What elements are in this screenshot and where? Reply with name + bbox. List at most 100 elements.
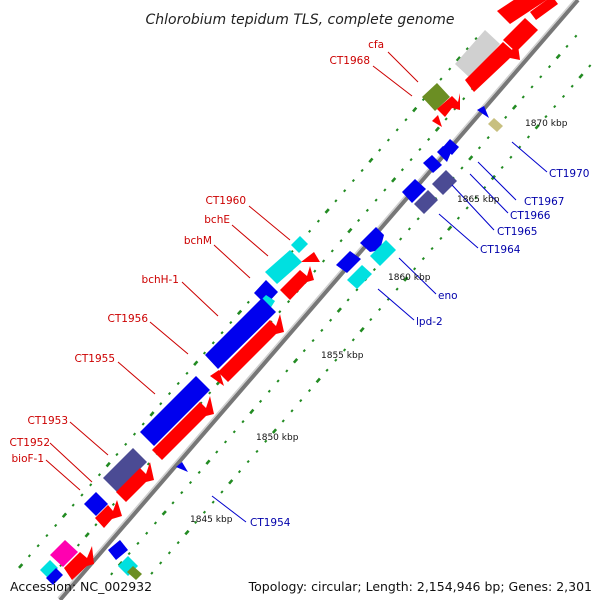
leader-bche — [231, 224, 269, 257]
leader-bchm — [213, 244, 251, 279]
gene-arrow-small[interactable] — [210, 370, 224, 386]
tick-mark — [161, 510, 167, 516]
leader-ct1966 — [469, 173, 509, 214]
gene-label-ct1964[interactable]: CT1964 — [480, 244, 521, 256]
gene-label-bchm[interactable]: bchM — [184, 235, 212, 247]
gene-block-ct1965[interactable] — [432, 170, 457, 195]
gene-block-cyan[interactable] — [370, 240, 396, 266]
gene-block-cfa[interactable] — [455, 30, 500, 78]
leader-ct1960 — [248, 205, 291, 241]
gene-label-ct1967[interactable]: CT1967 — [524, 196, 564, 208]
gene-arrow-ct1955[interactable] — [152, 396, 214, 460]
gene-label-ct1956[interactable]: CT1956 — [108, 313, 149, 325]
gene-label-ct1953[interactable]: CT1953 — [28, 415, 68, 427]
gene-arrow-biof-1[interactable] — [95, 500, 122, 528]
leader-ct1953 — [69, 421, 109, 456]
gene-label-lpd-2[interactable]: lpd-2 — [416, 316, 443, 328]
tick-mark — [346, 298, 350, 302]
gene-block-olive[interactable] — [127, 566, 142, 580]
tick-mark — [97, 473, 102, 477]
gene-label-cfa[interactable]: cfa — [368, 39, 384, 51]
tick-mark — [448, 67, 452, 71]
tick-mark — [355, 288, 359, 292]
gene-label-bche[interactable]: bchE — [204, 214, 230, 226]
tick-mark — [412, 106, 418, 113]
gene-arrow-small[interactable] — [432, 115, 442, 127]
gene-label-eno[interactable]: eno — [438, 290, 458, 302]
gene-arrow[interactable] — [503, 18, 538, 52]
gene-block-cfa-olive[interactable] — [422, 83, 450, 111]
tick-mark — [360, 168, 364, 173]
tick-mark — [80, 493, 84, 497]
tick-mark — [255, 449, 259, 454]
map-title: Chlorobium tepidum TLS, complete genome — [145, 12, 454, 28]
gene-block-eno[interactable] — [336, 251, 361, 273]
tick-mark — [418, 147, 422, 152]
gene-arrow[interactable] — [497, 0, 548, 24]
tick-mark — [281, 419, 285, 423]
gene-block-ct1964a[interactable] — [402, 179, 426, 203]
tick-mark — [232, 430, 236, 434]
gene-arrow-ct1956[interactable] — [218, 314, 284, 382]
leader-ct1967 — [477, 161, 517, 201]
tick-mark — [399, 237, 403, 241]
gene-block-bche[interactable] — [265, 250, 302, 284]
gene-arrow-small-red[interactable] — [301, 252, 320, 262]
gene-block-khaki[interactable] — [488, 118, 503, 132]
gene-label-biof-1[interactable]: bioF-1 — [11, 453, 44, 465]
gene-block-ct1964[interactable] — [414, 190, 438, 214]
tick-mark — [526, 135, 531, 139]
gene-label-bchh-1[interactable]: bchH-1 — [142, 274, 179, 286]
gene-label-ct1954[interactable]: CT1954 — [250, 517, 291, 529]
tick-mark — [465, 47, 469, 51]
gene-label-ct1970[interactable]: CT1970 — [549, 168, 589, 180]
tick-mark — [315, 377, 321, 384]
gene-block-ct1955[interactable] — [140, 376, 210, 446]
gene-arrow[interactable] — [530, 0, 558, 20]
tick-mark — [578, 73, 584, 79]
gene-block-ct1966[interactable] — [423, 155, 442, 173]
leader-eno — [398, 257, 437, 295]
tick-mark — [18, 563, 24, 569]
tick-mark — [547, 65, 552, 69]
gene-label-ct1966[interactable]: CT1966 — [510, 210, 551, 222]
tick-mark — [447, 225, 453, 232]
tick-mark — [539, 75, 543, 79]
gene-label-ct1955[interactable]: CT1955 — [75, 353, 115, 365]
gene-block-ct1967[interactable] — [443, 139, 459, 155]
tick-mark — [456, 216, 460, 220]
gene-block-bchh-1[interactable] — [205, 298, 276, 369]
tick-mark — [193, 360, 199, 366]
gene-arrow-ct1970[interactable] — [477, 106, 489, 118]
tick-mark — [292, 358, 299, 364]
gene-block-blue[interactable] — [46, 568, 63, 585]
tick-mark — [124, 442, 128, 446]
gene-block-ct1952[interactable] — [84, 492, 108, 516]
gene-block-ct1960[interactable] — [291, 236, 308, 253]
gene-block-bchm[interactable] — [254, 280, 278, 305]
gene-arrow[interactable] — [64, 546, 94, 580]
gene-arrow-ct1952[interactable] — [116, 462, 154, 502]
tick-mark — [180, 491, 184, 495]
gene-label-ct1960[interactable]: CT1960 — [206, 195, 246, 207]
gene-label-ct1965[interactable]: CT1965 — [497, 226, 537, 238]
gene-arrow-ct1967b[interactable] — [437, 146, 452, 162]
gene-arrow-ct1968[interactable] — [437, 93, 460, 117]
tick-mark — [241, 420, 245, 424]
tick-mark — [588, 64, 592, 68]
gene-block-cyan[interactable] — [40, 560, 58, 578]
gene-block-lpd-2[interactable] — [347, 265, 372, 289]
gene-block-ct1953[interactable] — [103, 448, 147, 492]
gene-block-magenta[interactable] — [50, 540, 78, 567]
gene-label-ct1968[interactable]: CT1968 — [330, 55, 370, 67]
gene-arrow-blue[interactable] — [108, 540, 128, 560]
gene-arrow[interactable] — [465, 38, 520, 92]
tick-mark — [351, 178, 355, 183]
gene-arrow-ct1954[interactable] — [176, 462, 188, 472]
tick-mark — [334, 358, 338, 362]
gene-arrow-bchm[interactable] — [280, 266, 314, 300]
gene-label-ct1952[interactable]: CT1952 — [10, 437, 50, 449]
tick-mark — [347, 227, 353, 234]
gene-arrow-eno[interactable] — [360, 227, 384, 252]
